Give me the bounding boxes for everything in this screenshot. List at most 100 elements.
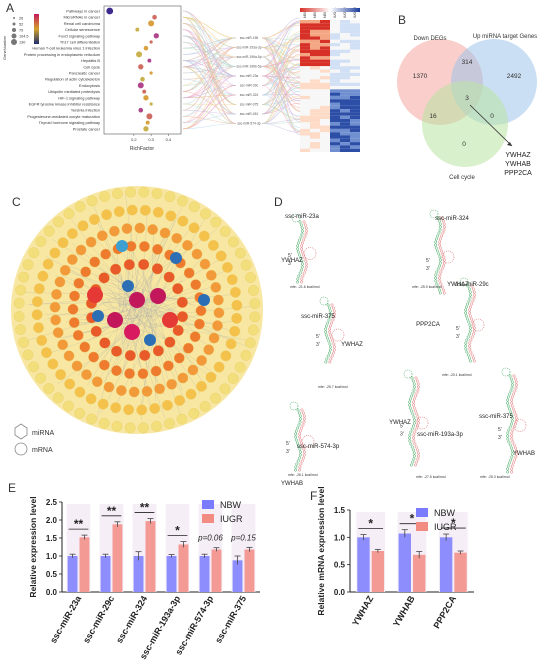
three-prime-label: 3' <box>498 435 502 441</box>
mrna-node <box>220 350 232 362</box>
heatmap-cell <box>300 82 310 86</box>
mrna-node <box>111 420 123 432</box>
nucleotide-mark <box>296 408 300 412</box>
nucleotide-mark <box>437 219 441 223</box>
heatmap-cell <box>330 115 340 119</box>
heatmap-cell <box>350 119 360 123</box>
mrna-node <box>185 388 197 400</box>
mrna-node <box>35 236 47 247</box>
nucleotide-mark <box>303 235 307 239</box>
mrna-node <box>191 248 203 260</box>
mrna-node <box>177 215 189 227</box>
mrna-node <box>230 286 241 298</box>
nucleotide-mark <box>440 285 444 289</box>
nucleotide-mark <box>412 439 416 443</box>
bar-nbw <box>398 533 411 592</box>
hairpin-loop <box>303 247 317 260</box>
nucleotide-mark <box>507 428 511 432</box>
mrna-node <box>210 392 221 404</box>
heatmap-cell <box>340 142 350 146</box>
nucleotide-mark <box>440 216 444 220</box>
nucleotide-mark <box>415 412 419 416</box>
heatmap-cell <box>310 82 320 86</box>
nucleotide-mark <box>324 324 328 328</box>
mrna-node <box>199 401 211 412</box>
heatmap-cell <box>320 99 330 103</box>
nucleotide-mark <box>464 344 467 348</box>
nucleotide-mark <box>300 459 304 463</box>
heatmap-cell <box>330 26 340 30</box>
sankey-link <box>261 66 301 115</box>
hub-mrna-node <box>87 287 103 303</box>
nucleotide-mark <box>465 338 469 342</box>
sankey-link <box>182 85 237 99</box>
heatmap-cell <box>320 122 330 126</box>
legend-size-title: GeneNumber <box>2 35 7 60</box>
nucleotide-mark <box>301 262 304 266</box>
sankey-link <box>182 113 237 123</box>
mrna-node <box>74 386 86 398</box>
heatmap-cell <box>310 148 320 152</box>
heatmap-cell <box>330 39 340 44</box>
nucleotide-mark <box>305 262 308 266</box>
heatmap-cell <box>320 66 330 70</box>
heatmap-cell <box>350 109 360 113</box>
pathway-label: MicroRNAs in cancer <box>63 15 100 20</box>
heatmap-cell <box>330 105 340 110</box>
y-tick-label: 1.0 <box>46 552 58 561</box>
sankey-link <box>261 21 301 67</box>
heatmap-cell <box>340 39 350 44</box>
heatmap-cell <box>330 49 340 53</box>
network-edge <box>94 237 154 298</box>
heatmap-cell <box>350 145 360 149</box>
heatmap-cell <box>330 92 340 96</box>
sankey-link <box>261 75 301 84</box>
nucleotide-mark <box>326 354 330 358</box>
nucleotide-mark <box>469 293 472 297</box>
x-category-label: YWHAZ <box>350 594 375 628</box>
enrichment-dot <box>143 126 149 132</box>
hub-mrna-node <box>150 288 166 304</box>
mrna-node <box>99 191 110 202</box>
nucleotide-mark <box>471 287 475 291</box>
nucleotide-mark <box>514 380 518 384</box>
heatmap-cell <box>340 99 350 103</box>
pathway-label: FoxO signaling pathway <box>58 33 100 38</box>
mrna-node <box>69 290 80 302</box>
nucleotide-mark <box>515 383 518 387</box>
heatmap-cell <box>320 89 330 93</box>
mrna-node <box>229 325 241 337</box>
network-edge <box>137 321 145 352</box>
mrna-node <box>74 201 86 212</box>
nucleotide-mark <box>300 426 304 430</box>
heatmap-cell <box>310 66 320 70</box>
y-tick-label: 1.5 <box>334 506 346 515</box>
nucleotide-mark <box>464 341 468 345</box>
significance-label: p=0.06 <box>197 534 223 543</box>
heatmap-cell <box>320 112 330 116</box>
nucleotide-mark <box>327 339 331 343</box>
sankey-link <box>182 41 237 67</box>
mrna-node <box>200 208 211 220</box>
mrna-node <box>52 392 64 404</box>
mrna-node <box>36 335 48 346</box>
nucleotide-mark <box>298 438 302 442</box>
mrna-node <box>248 285 259 296</box>
heatmap-cell <box>330 135 340 139</box>
hairpin-loop <box>471 318 485 332</box>
heatmap-cell <box>330 95 340 100</box>
nucleotide-mark <box>412 451 416 455</box>
mrna-node <box>15 324 26 335</box>
mrna-node <box>99 337 111 349</box>
hybrid-mirna-label: ssc-miR-574-3p <box>297 444 340 450</box>
mrna-node <box>103 381 115 393</box>
heatmap-cell <box>340 145 350 149</box>
bar-nbw <box>166 556 177 592</box>
hybrid-mfe-label: mfe: -21.6 kcal/mol <box>290 285 320 289</box>
heatmap-cell <box>320 39 330 44</box>
nucleotide-mark <box>442 264 445 268</box>
heatmap-cell <box>350 132 360 136</box>
mrna-node <box>173 352 185 364</box>
heatmap-cell <box>340 59 350 63</box>
